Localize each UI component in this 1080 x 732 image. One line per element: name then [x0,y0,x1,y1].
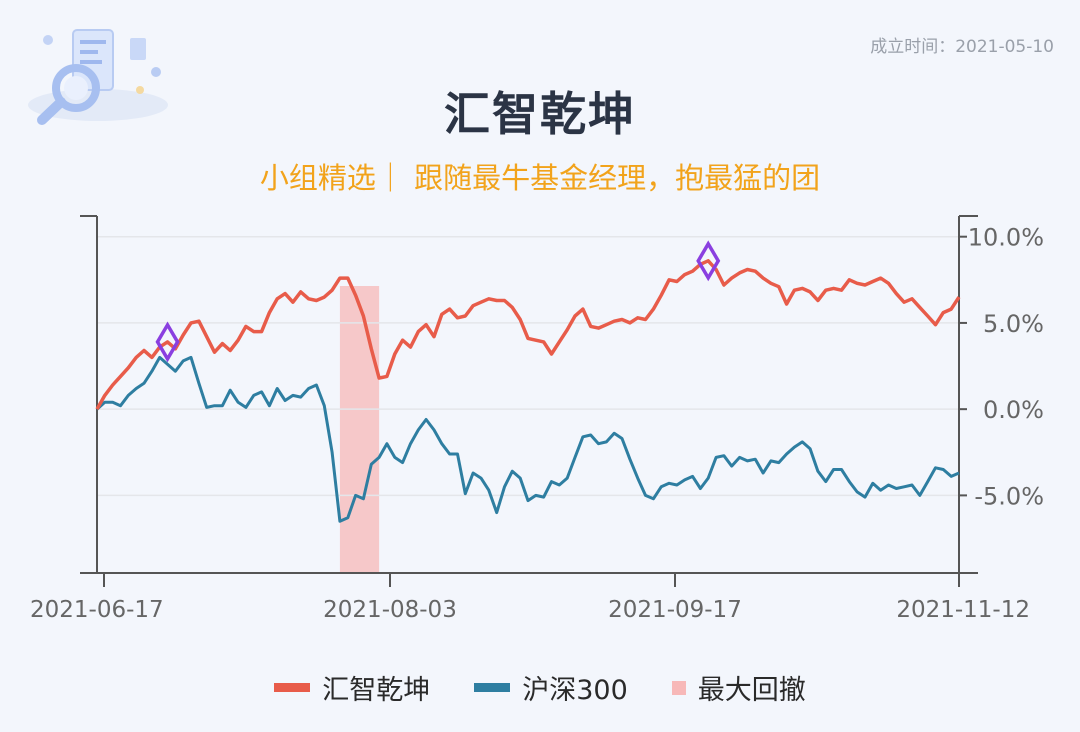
signal-diamond-marker [696,240,721,282]
legend-swatch-drawdown [671,680,686,695]
y-tick-label: 10.0% [968,224,1044,252]
page-subtitle: 小组精选｜ 跟随最牛基金经理，抱最猛的团 [259,161,821,195]
page-title: 汇智乾坤 [444,87,636,141]
y-tick-label: -5.0% [974,482,1044,510]
y-tick-label: 5.0% [983,310,1044,338]
legend-item-index: 沪深300 [474,668,628,707]
series-line-fund [95,259,961,411]
y-tick-label: 0.0% [983,396,1044,424]
legend-swatch-index [474,683,511,692]
signal-diamond-marker [155,321,180,363]
legend-label-fund: 汇智乾坤 [322,675,431,706]
legend-item-drawdown: 最大回撤 [671,668,806,707]
max-drawdown-band [339,286,380,573]
x-tick-label: 2021-11-12 [896,597,1030,623]
x-tick-label: 2021-09-17 [608,597,742,623]
series-line-hs300 [96,355,960,523]
chart-legend: 汇智乾坤 沪深300 最大回撤 [0,668,1080,707]
x-tick-label: 2021-06-17 [30,597,164,623]
legend-item-fund: 汇智乾坤 [274,668,430,707]
founded-date: 成立时间：2021-05-10 [870,37,1054,57]
chart-grid [97,235,959,497]
x-tick-label: 2021-08-03 [323,597,457,623]
brand-logo-illustration [28,29,168,125]
legend-swatch-fund [274,683,311,692]
legend-label-drawdown: 最大回撤 [697,675,806,706]
performance-chart: 10.0% 5.0% 0.0% -5.0% 2021-06-17 2021-08-03 2… [30,215,1044,623]
legend-label-index: 沪深300 [522,675,628,706]
